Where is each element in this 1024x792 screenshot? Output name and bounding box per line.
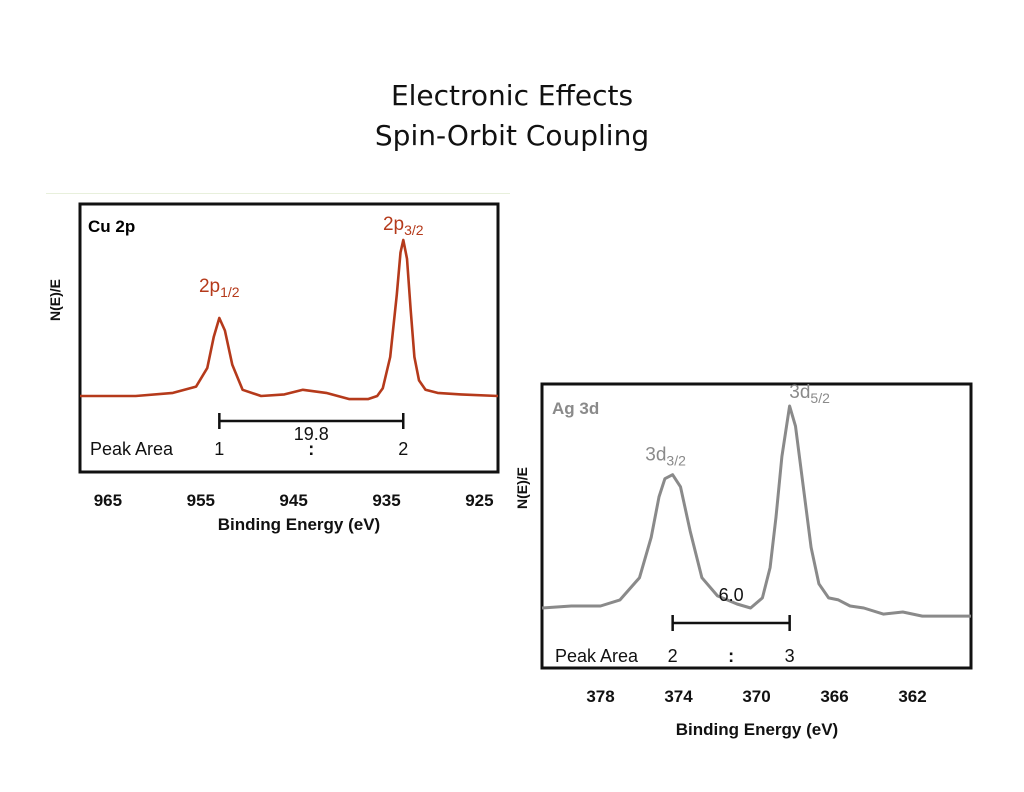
ag-peak-label-sub: 3/2 [666, 453, 686, 469]
ag-x-axis-label: Binding Energy (eV) [676, 720, 838, 739]
ag-peak-label-main: 3d [645, 445, 666, 466]
ag-3d-panel: Ag 3d N(E)/E 378 374 370 366 362 Binding Ene… [514, 382, 973, 739]
ag-ratio-separator: : [728, 646, 734, 666]
title-line-2: Spin-Orbit Coupling [374, 119, 650, 152]
cu-x-axis-label: Binding Energy (eV) [218, 515, 380, 534]
cu-peak-label-main: 2p [383, 214, 404, 235]
cu-splitting-value: 19.8 [294, 424, 329, 444]
x-tick-label: 366 [820, 687, 848, 706]
title-line-1: Electronic Effects [390, 79, 634, 112]
cu-panel-label: Cu 2p [88, 217, 135, 236]
x-tick-label: 370 [742, 687, 770, 706]
ag-plot-frame [540, 382, 973, 670]
ag-peak-label-main: 3d [789, 382, 810, 403]
ag-splitting-bar [671, 615, 791, 631]
x-tick-label: 965 [94, 491, 122, 510]
cu-peak-label-sub: 3/2 [404, 222, 424, 238]
x-tick-label: 955 [187, 491, 215, 510]
cu-splitting-bar [218, 413, 405, 429]
cu-x-axis: 965 955 945 935 925 [94, 491, 494, 510]
ag-x-axis: 378 374 370 366 362 [586, 687, 926, 706]
x-tick-label: 374 [664, 687, 693, 706]
x-tick-label: 945 [279, 491, 307, 510]
cu-peak-label-sub: 1/2 [220, 284, 240, 300]
x-tick-label: 362 [898, 687, 926, 706]
x-tick-label: 935 [372, 491, 400, 510]
ag-peak-area-2: 3 [785, 646, 795, 666]
figure-top-edge [46, 193, 510, 194]
cu-peak-area-1: 1 [214, 439, 224, 459]
ag-peak-area-label: Peak Area [555, 646, 639, 666]
ag-peak-label-sub: 5/2 [810, 390, 830, 406]
cu-ratio-separator: : [308, 439, 314, 459]
ag-y-axis-label: N(E)/E [514, 467, 530, 509]
cu-peak-area-label: Peak Area [90, 439, 174, 459]
ag-splitting-value: 6.0 [719, 585, 744, 605]
cu-spectrum-line [80, 238, 499, 401]
cu-2p-panel: Cu 2p N(E)/E 965 955 945 935 925 Binding Ene… [46, 193, 510, 534]
cu-peak-area-2: 2 [398, 439, 408, 459]
ag-peak-area-1: 2 [668, 646, 678, 666]
ag-peak-label-3d3-2: 3d3/2 [645, 445, 686, 469]
cu-peak-label-2p1-2: 2p1/2 [199, 276, 240, 300]
x-tick-label: 378 [586, 687, 614, 706]
cu-peak-label-main: 2p [199, 276, 220, 297]
ag-peak-label-3d5-2: 3d5/2 [789, 382, 830, 406]
ag-panel-label: Ag 3d [552, 399, 599, 418]
cu-plot-frame [78, 202, 500, 474]
slide-title: Electronic Effects Spin-Orbit Coupling [0, 76, 1024, 156]
cu-y-axis-label: N(E)/E [47, 279, 63, 321]
x-tick-label: 925 [465, 491, 493, 510]
cu-peak-label-2p3-2: 2p3/2 [383, 214, 424, 238]
ag-spectrum-line [541, 404, 971, 618]
